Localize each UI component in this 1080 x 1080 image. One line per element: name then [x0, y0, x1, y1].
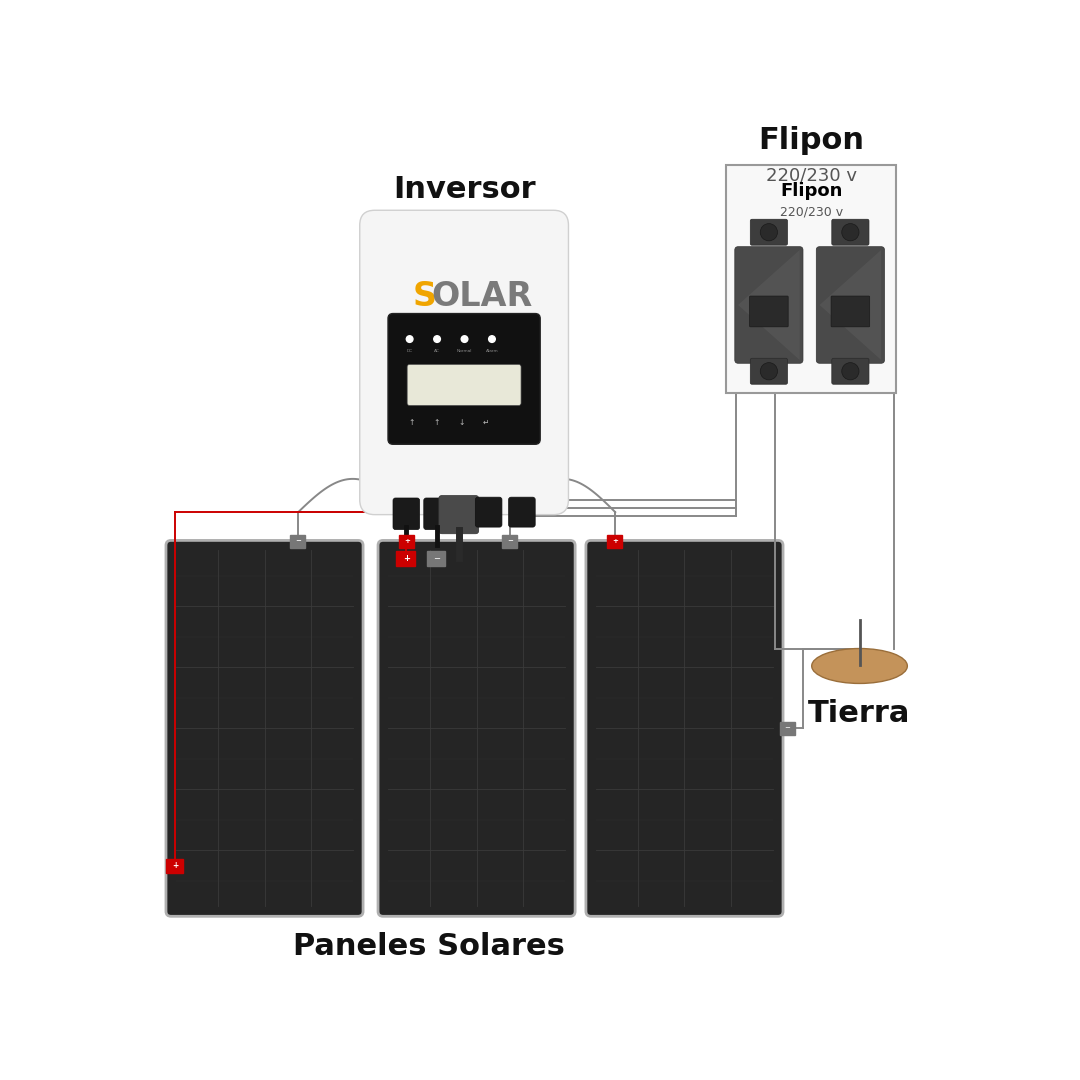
Text: AC: AC	[434, 349, 440, 353]
FancyBboxPatch shape	[438, 496, 478, 534]
Circle shape	[760, 224, 778, 241]
FancyBboxPatch shape	[289, 536, 305, 548]
Text: Tierra: Tierra	[808, 699, 910, 728]
Text: +: +	[403, 554, 409, 563]
FancyBboxPatch shape	[399, 536, 414, 548]
FancyBboxPatch shape	[423, 498, 450, 529]
FancyBboxPatch shape	[734, 246, 802, 363]
FancyBboxPatch shape	[832, 296, 869, 327]
FancyBboxPatch shape	[832, 219, 869, 245]
FancyBboxPatch shape	[607, 536, 622, 548]
Text: ↑: ↑	[433, 418, 440, 428]
Text: +: +	[612, 538, 618, 544]
Text: Flipon: Flipon	[780, 183, 842, 200]
FancyBboxPatch shape	[832, 359, 869, 384]
Text: ↵: ↵	[483, 418, 489, 428]
FancyBboxPatch shape	[378, 540, 576, 916]
Circle shape	[841, 224, 859, 241]
Text: Flipon: Flipon	[758, 125, 864, 154]
FancyBboxPatch shape	[509, 497, 536, 527]
FancyBboxPatch shape	[780, 721, 795, 735]
Circle shape	[841, 363, 859, 380]
FancyBboxPatch shape	[475, 497, 502, 527]
Text: −: −	[295, 538, 301, 544]
Text: −: −	[784, 726, 791, 731]
Circle shape	[434, 336, 441, 342]
Text: OLAR: OLAR	[431, 280, 532, 313]
Circle shape	[488, 336, 496, 342]
FancyBboxPatch shape	[751, 219, 787, 245]
Polygon shape	[820, 249, 881, 360]
FancyBboxPatch shape	[360, 211, 568, 515]
FancyBboxPatch shape	[166, 540, 363, 916]
FancyBboxPatch shape	[388, 313, 540, 444]
Text: S: S	[413, 280, 436, 313]
FancyBboxPatch shape	[751, 359, 787, 384]
Text: Normal: Normal	[457, 349, 472, 353]
FancyBboxPatch shape	[166, 859, 183, 873]
Circle shape	[406, 336, 413, 342]
Ellipse shape	[812, 648, 907, 684]
Text: Inversor: Inversor	[393, 175, 536, 204]
Text: Alarm: Alarm	[486, 349, 498, 353]
Text: 220/230 v: 220/230 v	[766, 166, 856, 185]
Circle shape	[760, 363, 778, 380]
FancyBboxPatch shape	[393, 498, 420, 529]
Polygon shape	[738, 249, 799, 360]
FancyBboxPatch shape	[586, 540, 783, 916]
FancyBboxPatch shape	[396, 551, 415, 566]
FancyBboxPatch shape	[816, 246, 885, 363]
Text: +: +	[404, 538, 410, 544]
FancyBboxPatch shape	[502, 536, 517, 548]
FancyBboxPatch shape	[727, 165, 896, 393]
Text: +: +	[172, 861, 178, 870]
Text: −: −	[433, 554, 441, 563]
Text: 220/230 v: 220/230 v	[780, 205, 842, 218]
Text: Paneles Solares: Paneles Solares	[293, 932, 565, 961]
FancyBboxPatch shape	[427, 551, 445, 566]
FancyBboxPatch shape	[407, 364, 521, 406]
FancyBboxPatch shape	[750, 296, 788, 327]
Text: ↓: ↓	[458, 418, 464, 428]
Text: ↑: ↑	[408, 418, 415, 428]
Circle shape	[461, 336, 468, 342]
Text: −: −	[508, 538, 513, 544]
Text: DC: DC	[406, 349, 413, 353]
